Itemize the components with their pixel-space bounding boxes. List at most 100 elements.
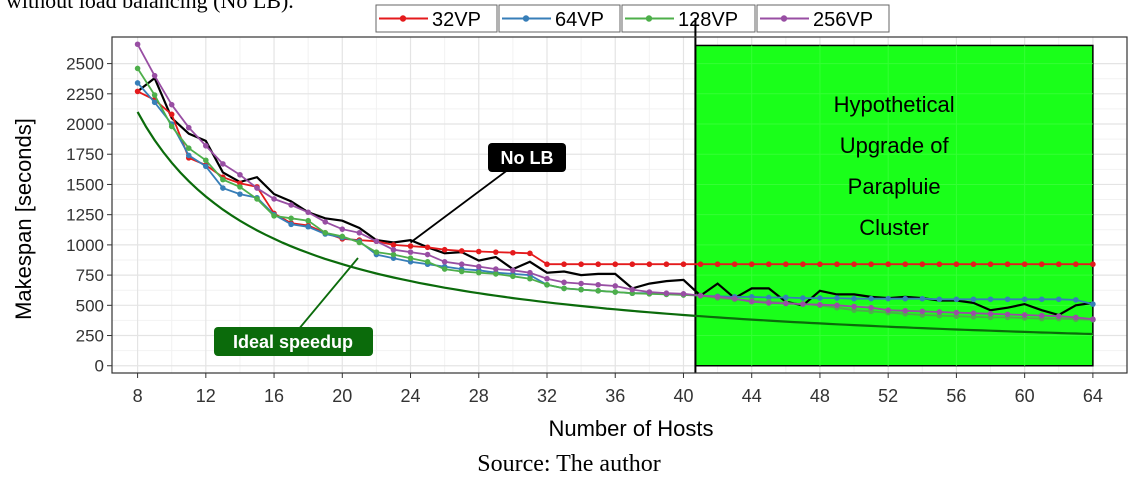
data-point-32vp: [1038, 261, 1045, 268]
x-tick-label: 56: [946, 386, 966, 406]
data-point-256vp: [203, 142, 209, 149]
data-point-256vp: [885, 307, 891, 313]
data-point-32vp: [1073, 261, 1079, 268]
data-point-256vp: [1073, 314, 1079, 321]
data-point-256vp: [902, 307, 909, 314]
data-point-64vp: [151, 99, 158, 106]
data-point-64vp: [817, 295, 823, 301]
data-point-256vp: [834, 302, 840, 309]
region-label-line: Upgrade of: [840, 133, 950, 158]
data-point-64vp: [851, 295, 857, 302]
data-point-256vp: [544, 275, 550, 282]
data-point-256vp: [731, 295, 738, 302]
annotation-connector-ideal: [297, 257, 359, 331]
legend-marker-128vp: [645, 15, 653, 22]
data-point-128vp: [151, 92, 158, 98]
data-point-32vp: [510, 249, 516, 256]
x-tick-label: 60: [1015, 386, 1035, 406]
data-point-128vp: [373, 249, 380, 255]
data-point-128vp: [322, 229, 329, 236]
data-point-32vp: [902, 261, 909, 268]
data-point-256vp: [987, 310, 994, 317]
y-tick-label: 2000: [66, 115, 104, 134]
data-point-32vp: [748, 261, 755, 268]
data-point-32vp: [834, 261, 840, 268]
data-point-256vp: [663, 290, 670, 297]
data-point-256vp: [714, 294, 721, 300]
x-tick-label: 24: [401, 386, 421, 406]
data-point-64vp: [134, 80, 141, 86]
data-point-256vp: [1038, 312, 1045, 319]
data-point-256vp: [1021, 312, 1028, 318]
data-point-128vp: [305, 217, 311, 224]
data-point-128vp: [544, 281, 550, 288]
legend-label-64vp: 64VP: [555, 9, 604, 31]
data-point-256vp: [561, 279, 567, 286]
data-point-128vp: [475, 269, 482, 276]
data-point-128vp: [339, 233, 346, 240]
data-point-256vp: [697, 292, 704, 299]
legend: 32VP 64VP 128VP 256VP: [375, 4, 890, 33]
data-point-32vp: [885, 261, 891, 268]
data-point-256vp: [680, 291, 687, 297]
data-point-32vp: [1021, 261, 1028, 268]
data-point-32vp: [407, 243, 414, 249]
data-point-256vp: [800, 301, 806, 307]
x-tick-label: 52: [878, 386, 898, 406]
data-point-64vp: [885, 295, 891, 302]
data-point-128vp: [458, 268, 465, 275]
data-point-32vp: [680, 261, 687, 268]
data-point-128vp: [493, 271, 499, 277]
data-point-32vp: [800, 261, 806, 268]
data-point-64vp: [203, 163, 209, 170]
x-tick-label: 44: [742, 386, 762, 406]
x-tick-label: 32: [537, 386, 557, 406]
data-point-64vp: [1073, 297, 1079, 303]
plot-area: Hypothetical Upgrade of Parapluie Cluster No…: [66, 18, 1128, 406]
data-point-32vp: [578, 261, 584, 268]
y-tick-label: 1500: [66, 175, 104, 194]
y-tick-label: 1250: [66, 206, 104, 225]
data-point-128vp: [441, 266, 448, 272]
data-point-256vp: [322, 219, 329, 225]
data-point-64vp: [800, 295, 806, 301]
data-point-64vp: [868, 295, 874, 302]
data-point-64vp: [834, 295, 840, 301]
data-point-256vp: [765, 300, 772, 306]
data-point-256vp: [185, 124, 192, 131]
data-point-256vp: [646, 289, 653, 295]
data-point-128vp: [612, 289, 619, 295]
data-point-256vp: [783, 300, 789, 307]
plot-border: [111, 36, 1128, 374]
data-point-256vp: [475, 263, 482, 270]
data-point-256vp: [424, 251, 431, 258]
annotation-connector-no-lb: [409, 165, 514, 244]
data-point-256vp: [1055, 313, 1062, 319]
data-point-128vp: [203, 157, 209, 164]
y-tick-label: 250: [76, 327, 104, 346]
data-point-32vp: [646, 261, 653, 268]
data-point-32vp: [629, 261, 636, 268]
annotation-label-ideal: Ideal speedup: [233, 332, 353, 352]
data-point-32vp: [458, 248, 465, 254]
caption-top-text: without load balancing (No LB).: [6, 0, 294, 13]
data-point-256vp: [936, 309, 943, 315]
data-point-128vp: [578, 286, 584, 293]
data-point-32vp: [936, 261, 943, 268]
y-tick-label: 1750: [66, 145, 104, 164]
y-tick-label: 500: [76, 296, 104, 315]
data-point-32vp: [868, 261, 874, 268]
data-point-256vp: [748, 298, 755, 305]
data-point-64vp: [305, 223, 311, 230]
series-line-ideal-speedup: [136, 111, 1093, 336]
data-point-256vp: [527, 269, 533, 276]
data-point-128vp: [356, 239, 363, 246]
data-point-256vp: [356, 229, 363, 236]
y-tick-label: 2250: [66, 85, 104, 104]
annotation-label-no-lb: No LB: [501, 148, 554, 168]
data-point-256vp: [851, 303, 857, 310]
data-point-64vp: [953, 296, 960, 303]
data-point-128vp: [595, 288, 601, 294]
data-point-64vp: [783, 294, 789, 301]
data-point-32vp: [919, 261, 926, 268]
